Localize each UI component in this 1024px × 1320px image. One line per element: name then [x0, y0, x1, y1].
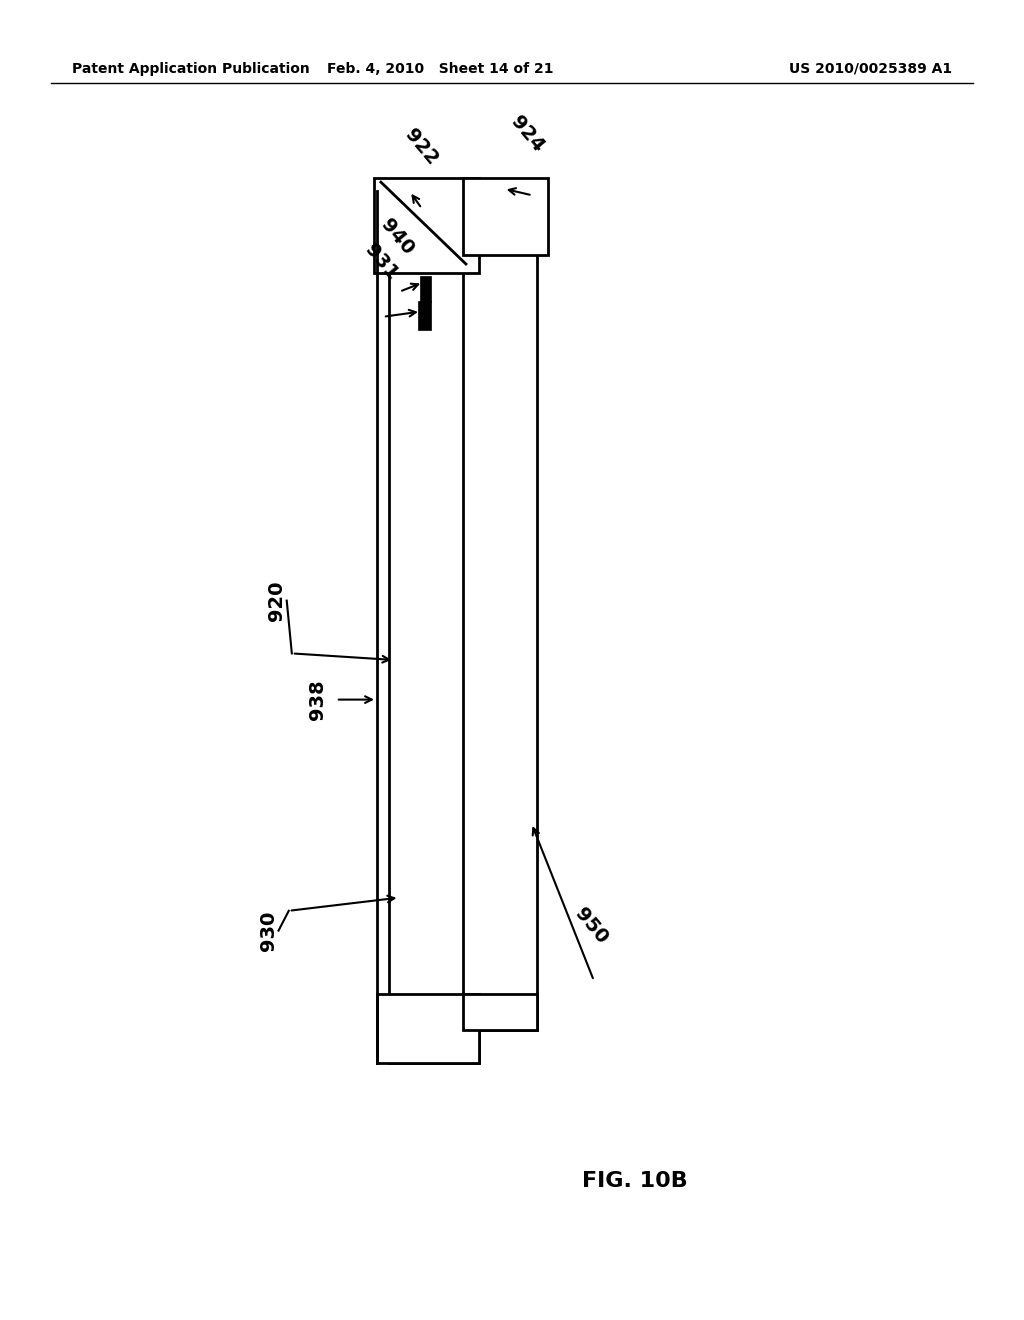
Text: Patent Application Publication: Patent Application Publication: [72, 62, 309, 75]
Bar: [377, 994, 479, 1063]
Text: 931: 931: [360, 240, 401, 284]
Text: 930: 930: [259, 911, 278, 950]
Text: 938: 938: [308, 680, 327, 719]
Text: 922: 922: [401, 125, 442, 169]
Text: Feb. 4, 2010   Sheet 14 of 21: Feb. 4, 2010 Sheet 14 of 21: [327, 62, 554, 75]
Bar: [420, 276, 431, 302]
Bar: [418, 301, 431, 330]
Bar: [389, 191, 479, 1063]
Text: 920: 920: [267, 581, 286, 620]
Bar: [463, 178, 548, 255]
Text: US 2010/0025389 A1: US 2010/0025389 A1: [790, 62, 952, 75]
Bar: [374, 178, 479, 273]
Text: FIG. 10B: FIG. 10B: [582, 1171, 688, 1192]
Text: 950: 950: [571, 904, 612, 948]
Bar: [463, 994, 537, 1030]
Text: 940: 940: [377, 215, 418, 259]
Bar: [463, 205, 537, 1030]
Text: 924: 924: [507, 112, 548, 156]
